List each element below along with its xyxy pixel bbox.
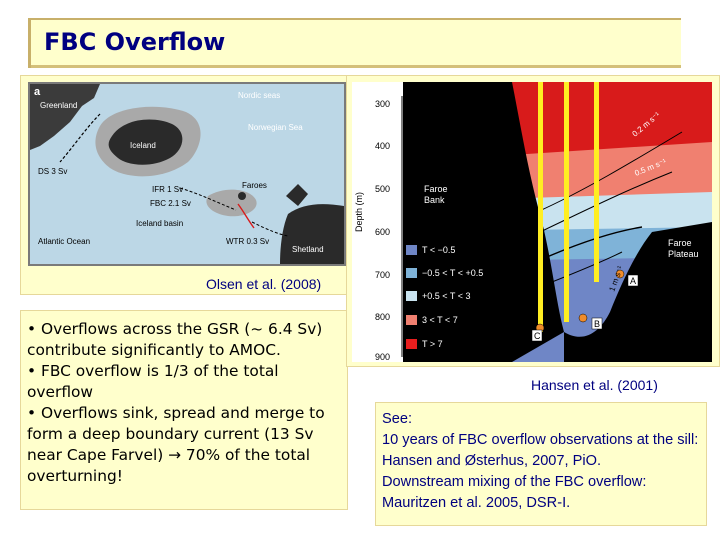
depth-tick: 300 xyxy=(375,99,390,109)
legend-entry: −0.5 < T < +0.5 xyxy=(422,268,483,278)
title-bar xyxy=(28,18,681,68)
bullet-item: • Overflows sink, spread and merge to fo… xyxy=(27,404,325,485)
map-label-wtr: WTR 0.3 Sv xyxy=(226,237,269,246)
section-credit: Hansen et al. (2001) xyxy=(531,377,658,393)
depth-tick: 500 xyxy=(375,184,390,194)
map-label-fbc: FBC 2.1 Sv xyxy=(150,199,191,208)
map-label-shetland: Shetland xyxy=(292,245,324,254)
legend-entry: T > 7 xyxy=(422,339,443,349)
references-line: See: xyxy=(382,411,413,427)
faroe-bank-label-line2: Bank xyxy=(424,195,445,205)
references-box: See: 10 years of FBC overflow observatio… xyxy=(375,402,707,526)
station-label: B xyxy=(594,319,600,329)
faroe-bank-label-line1: Faroe xyxy=(424,184,448,194)
depth-tick: 900 xyxy=(375,352,390,362)
temperature-legend: T < −0.5 −0.5 < T < +0.5 +0.5 < T < 3 3 … xyxy=(406,245,483,349)
map-label-faroes: Faroes xyxy=(242,181,267,190)
station-label: C xyxy=(534,331,541,341)
map-label-ifr: IFR 1 Sv xyxy=(152,185,183,194)
depth-tick: 800 xyxy=(375,312,390,322)
map-credit: Olsen et al. (2008) xyxy=(206,276,322,292)
depth-axis-label: Depth (m) xyxy=(354,192,364,232)
shetland-land xyxy=(280,204,344,264)
slide-title: FBC Overflow xyxy=(44,28,226,56)
depth-tick: 400 xyxy=(375,141,390,151)
legend-entry: T < −0.5 xyxy=(422,245,455,255)
scale-bar-label: 10 km xyxy=(632,335,657,345)
map-label-nordic-seas: Nordic seas xyxy=(238,91,280,100)
overflow-map: a Greenland Nordic seas Norwegian Sea Ic… xyxy=(30,84,344,264)
references-line: Downstream mixing of the FBC overflow: M… xyxy=(382,474,647,511)
map-label-norwegian-sea: Norwegian Sea xyxy=(248,123,303,132)
depth-tick: 600 xyxy=(375,227,390,237)
iceland-land xyxy=(108,119,183,165)
legend-entry: 3 < T < 7 xyxy=(422,315,458,325)
map-label-iceland: Iceland xyxy=(130,141,156,150)
map-image: a Greenland Nordic seas Norwegian Sea Ic… xyxy=(28,82,346,266)
faroe-plateau-label-line1: Faroe xyxy=(668,238,692,248)
bullet-item: • Overflows across the GSR (~ 6.4 Sv) co… xyxy=(27,320,323,359)
legend-entry: +0.5 < T < 3 xyxy=(422,291,470,301)
panel-letter: a xyxy=(34,86,41,98)
station-label: A xyxy=(630,276,636,286)
references-line: 10 years of FBC overflow observations at… xyxy=(382,432,699,469)
bullet-item: • FBC overflow is 1/3 of the total overf… xyxy=(27,362,279,401)
greenland-land xyxy=(30,84,100,150)
map-label-greenland: Greenland xyxy=(40,101,77,110)
bullet-list: • Overflows across the GSR (~ 6.4 Sv) co… xyxy=(20,310,348,510)
map-label-atlantic: Atlantic Ocean xyxy=(38,237,90,246)
faroe-plateau-label-line2: Plateau xyxy=(668,249,699,259)
depth-tick: 700 xyxy=(375,270,390,280)
map-label-ds: DS 3 Sv xyxy=(38,167,67,176)
map-label-iceland-basin: Iceland basin xyxy=(136,219,183,228)
fbc-section-figure: 300 400 500 600 700 800 900 Depth (m) C … xyxy=(352,82,712,362)
